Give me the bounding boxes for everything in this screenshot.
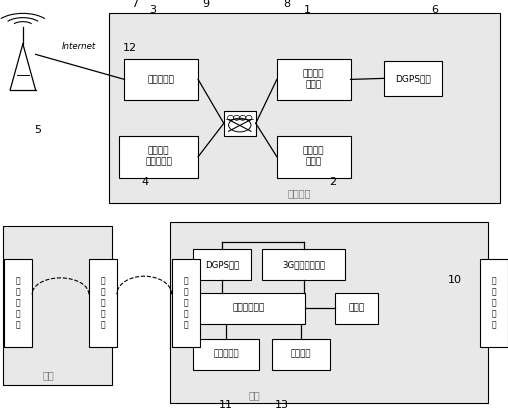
Text: 13: 13: [275, 400, 289, 410]
Text: 1: 1: [304, 5, 311, 15]
Text: 7: 7: [131, 0, 138, 9]
Text: 8: 8: [283, 0, 291, 9]
Text: 4: 4: [141, 177, 148, 187]
Text: 联锁状态
采集服务器: 联锁状态 采集服务器: [145, 147, 172, 167]
Text: 车载定位主机: 车载定位主机: [233, 304, 265, 313]
Text: 电
子
挂
接
器: 电 子 挂 接 器: [16, 276, 20, 330]
Text: 12: 12: [122, 43, 137, 53]
Text: 电
子
挂
接
器: 电 子 挂 接 器: [183, 276, 188, 330]
Bar: [193, 293, 305, 324]
Bar: [384, 61, 442, 96]
Text: 3G数据传输单元: 3G数据传输单元: [282, 260, 325, 269]
Text: 9: 9: [202, 0, 209, 9]
Bar: [193, 249, 251, 280]
Text: 跟踪定位
客户端: 跟踪定位 客户端: [303, 147, 325, 167]
Text: 通信服务器: 通信服务器: [148, 75, 175, 84]
Text: 6: 6: [431, 5, 438, 15]
Bar: [335, 293, 378, 324]
Text: 10: 10: [448, 275, 462, 285]
Text: 电
子
挂
接
器: 电 子 挂 接 器: [101, 276, 105, 330]
Bar: [262, 249, 345, 280]
Text: DGPS基站: DGPS基站: [395, 74, 431, 83]
Bar: [277, 136, 351, 178]
Text: 电
子
挂
接
器: 电 子 挂 接 器: [492, 276, 496, 330]
Bar: [170, 222, 488, 403]
Text: 机车: 机车: [248, 390, 260, 400]
Bar: [124, 59, 198, 100]
Text: 跟踪定位
服务器: 跟踪定位 服务器: [303, 69, 325, 89]
Text: 显示器: 显示器: [349, 304, 365, 313]
Bar: [193, 339, 259, 370]
Text: 车皮: 车皮: [42, 370, 54, 380]
Text: 传感器组: 传感器组: [291, 350, 311, 359]
Text: 2: 2: [329, 177, 336, 187]
Bar: [119, 136, 198, 178]
Bar: [272, 339, 330, 370]
Text: 5: 5: [35, 125, 42, 135]
Bar: [89, 259, 117, 347]
Text: Internet: Internet: [61, 42, 96, 51]
Bar: [480, 259, 508, 347]
Bar: [277, 59, 351, 100]
Text: 11: 11: [219, 400, 233, 410]
Text: 区域中心: 区域中心: [288, 189, 311, 199]
Bar: [3, 226, 112, 385]
Bar: [4, 259, 32, 347]
Bar: [172, 259, 200, 347]
Bar: [224, 111, 256, 136]
Bar: [109, 13, 500, 203]
Text: 3: 3: [149, 5, 156, 15]
Text: DGPS模块: DGPS模块: [205, 260, 239, 269]
Text: 车列检测器: 车列检测器: [213, 350, 239, 359]
